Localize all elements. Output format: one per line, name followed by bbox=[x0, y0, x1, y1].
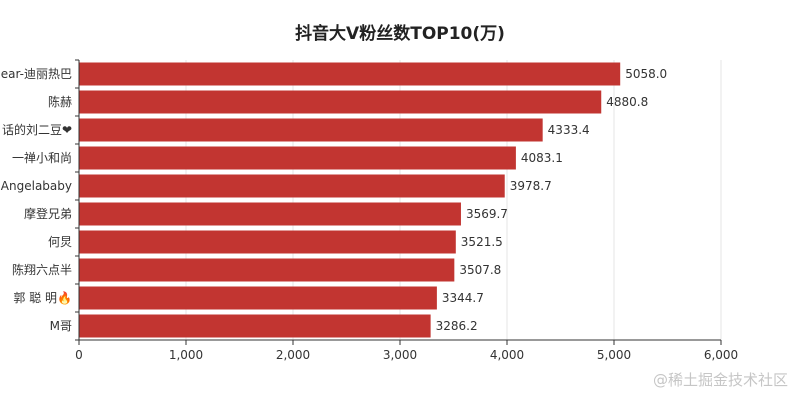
category-label: 郭 聪 明🔥 bbox=[13, 291, 72, 305]
category-label: 何炅 bbox=[48, 235, 72, 249]
bar bbox=[79, 202, 461, 226]
value-label: 4083.1 bbox=[521, 151, 563, 165]
bar bbox=[79, 258, 455, 282]
category-label: 陈赫 bbox=[48, 94, 72, 109]
value-label: 3507.8 bbox=[459, 263, 501, 277]
value-label: 3344.7 bbox=[442, 291, 484, 305]
category-label: Angelababy bbox=[1, 179, 72, 193]
category-label: 陈翔六点半 bbox=[12, 262, 72, 277]
value-label: 3978.7 bbox=[510, 179, 552, 193]
bar bbox=[79, 90, 602, 114]
x-tick-label: 6,000 bbox=[704, 348, 738, 362]
bar bbox=[79, 286, 437, 310]
bar bbox=[79, 118, 543, 142]
x-tick-label: 0 bbox=[75, 348, 83, 362]
value-label: 5058.0 bbox=[625, 67, 667, 81]
x-tick-label: 2,000 bbox=[276, 348, 310, 362]
x-tick-label: 4,000 bbox=[490, 348, 524, 362]
value-label: 3286.2 bbox=[436, 319, 478, 333]
value-label: 3521.5 bbox=[461, 235, 503, 249]
bars bbox=[79, 62, 621, 338]
x-tick-label: 1,000 bbox=[169, 348, 203, 362]
category-label: ear-迪丽热巴 bbox=[1, 67, 72, 81]
x-tick-label: 3,000 bbox=[383, 348, 417, 362]
value-label: 3569.7 bbox=[466, 207, 508, 221]
category-label: 一禅小和尚 bbox=[12, 151, 72, 165]
category-label: 摩登兄弟 bbox=[24, 206, 72, 221]
x-tick-label: 5,000 bbox=[597, 348, 631, 362]
chart-title: 抖音大V粉丝数TOP10(万) bbox=[295, 23, 505, 44]
value-label: 4333.4 bbox=[548, 123, 590, 137]
bar bbox=[79, 314, 431, 338]
category-label: 话的刘二豆❤ bbox=[2, 122, 72, 137]
bar bbox=[79, 146, 516, 170]
category-label: M哥 bbox=[50, 319, 72, 333]
bar bbox=[79, 174, 505, 198]
bar bbox=[79, 230, 456, 254]
bar bbox=[79, 62, 621, 86]
watermark: @稀土掘金技术社区 bbox=[652, 371, 788, 389]
value-label: 4880.8 bbox=[606, 95, 648, 109]
x-axis: 0 1,000 2,000 3,000 4,000 5,000 6,000 bbox=[75, 59, 738, 362]
